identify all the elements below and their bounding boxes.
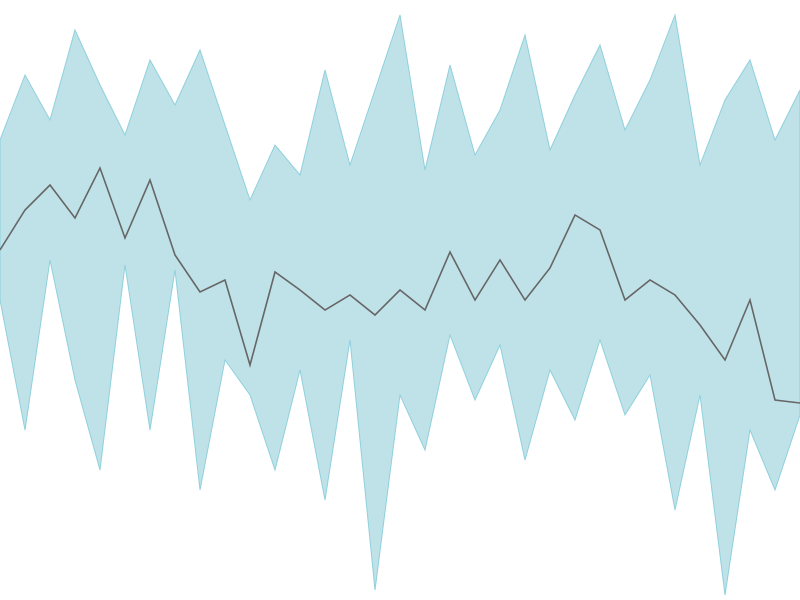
range-line-chart (0, 0, 800, 600)
chart-svg (0, 0, 800, 600)
confidence-band (0, 15, 800, 595)
